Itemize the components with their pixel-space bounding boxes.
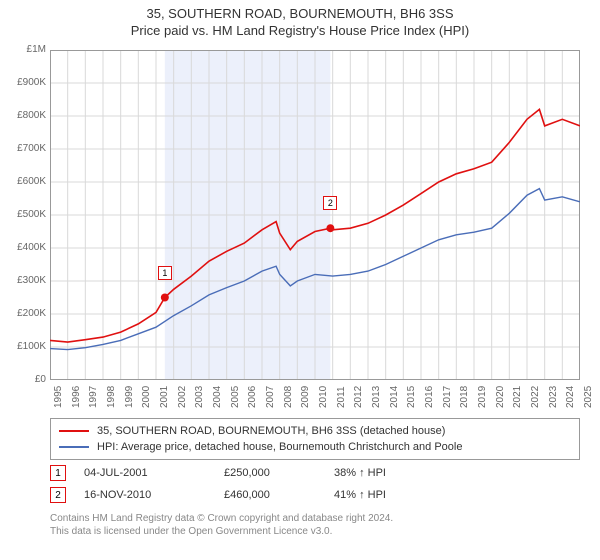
sale-hpi-diff: 41% ↑ HPI [334,489,454,501]
legend-swatch [59,430,89,432]
footer-copyright: Contains HM Land Registry data © Crown c… [50,512,580,525]
legend-label: 35, SOUTHERN ROAD, BOURNEMOUTH, BH6 3SS … [97,425,445,437]
y-tick-label: £900K [2,77,46,88]
y-tick-label: £200K [2,308,46,319]
y-tick-label: £0 [2,374,46,385]
sale-row: 1 04-JUL-2001 £250,000 38% ↑ HPI [50,462,580,484]
x-tick-label: 2015 [406,386,417,408]
x-tick-label: 1999 [124,386,135,408]
y-tick-label: £500K [2,209,46,220]
x-tick-label: 2013 [371,386,382,408]
x-tick-label: 2000 [141,386,152,408]
x-tick-label: 2009 [300,386,311,408]
x-tick-label: 2003 [194,386,205,408]
x-tick-label: 2023 [548,386,559,408]
x-tick-label: 2011 [336,386,347,408]
x-tick-label: 2005 [230,386,241,408]
y-tick-label: £300K [2,275,46,286]
plot-area [50,50,580,380]
y-tick-label: £700K [2,143,46,154]
y-tick-label: £1M [2,44,46,55]
sale-marker-box: 2 [50,487,66,503]
y-tick-label: £800K [2,110,46,121]
x-tick-label: 2025 [583,386,594,408]
x-tick-label: 2002 [177,386,188,408]
legend-label: HPI: Average price, detached house, Bour… [97,441,462,453]
chart-title-address: 35, SOUTHERN ROAD, BOURNEMOUTH, BH6 3SS [0,6,600,21]
x-tick-label: 2006 [247,386,258,408]
sale-row: 2 16-NOV-2010 £460,000 41% ↑ HPI [50,484,580,506]
y-tick-label: £100K [2,341,46,352]
legend-item: 35, SOUTHERN ROAD, BOURNEMOUTH, BH6 3SS … [59,423,571,439]
x-tick-label: 2008 [283,386,294,408]
plot-sale-marker: 2 [323,196,337,210]
chart-title-subtitle: Price paid vs. HM Land Registry's House … [0,23,600,38]
x-tick-label: 2024 [565,386,576,408]
chart-titles: 35, SOUTHERN ROAD, BOURNEMOUTH, BH6 3SS … [0,0,600,38]
legend: 35, SOUTHERN ROAD, BOURNEMOUTH, BH6 3SS … [50,418,580,460]
x-tick-label: 2019 [477,386,488,408]
x-tick-label: 1996 [71,386,82,408]
price-chart-panel: 35, SOUTHERN ROAD, BOURNEMOUTH, BH6 3SS … [0,0,600,560]
sale-price: £460,000 [224,489,334,501]
x-tick-label: 2014 [389,386,400,408]
x-tick-label: 2017 [442,386,453,408]
x-axis-labels: 1995 1996 1997 1998 1999 2000 2001 2002 2003 2004… [50,382,580,412]
x-tick-label: 2016 [424,386,435,408]
x-tick-label: 2001 [159,386,170,408]
y-tick-label: £600K [2,176,46,187]
x-tick-label: 2010 [318,386,329,408]
sale-marker-number: 1 [55,468,61,479]
sale-date: 16-NOV-2010 [84,489,224,501]
x-tick-label: 2020 [495,386,506,408]
plot-sale-marker: 1 [158,266,172,280]
x-tick-label: 2022 [530,386,541,408]
x-tick-label: 1995 [53,386,64,408]
sale-date: 04-JUL-2001 [84,467,224,479]
sales-table: 1 04-JUL-2001 £250,000 38% ↑ HPI 2 16-NO… [50,462,580,506]
x-tick-label: 2021 [512,386,523,408]
sale-hpi-diff: 38% ↑ HPI [334,467,454,479]
legend-item: HPI: Average price, detached house, Bour… [59,439,571,455]
chart-footer: Contains HM Land Registry data © Crown c… [50,512,580,538]
y-tick-label: £400K [2,242,46,253]
x-tick-label: 2004 [212,386,223,408]
sale-marker-box: 1 [50,465,66,481]
chart-svg [50,50,580,380]
x-tick-label: 2018 [459,386,470,408]
footer-licence: This data is licensed under the Open Gov… [50,525,580,538]
x-tick-label: 1998 [106,386,117,408]
sale-marker-number: 2 [55,490,61,501]
sale-price: £250,000 [224,467,334,479]
x-tick-label: 2007 [265,386,276,408]
x-tick-label: 2012 [353,386,364,408]
legend-swatch [59,446,89,448]
x-tick-label: 1997 [88,386,99,408]
